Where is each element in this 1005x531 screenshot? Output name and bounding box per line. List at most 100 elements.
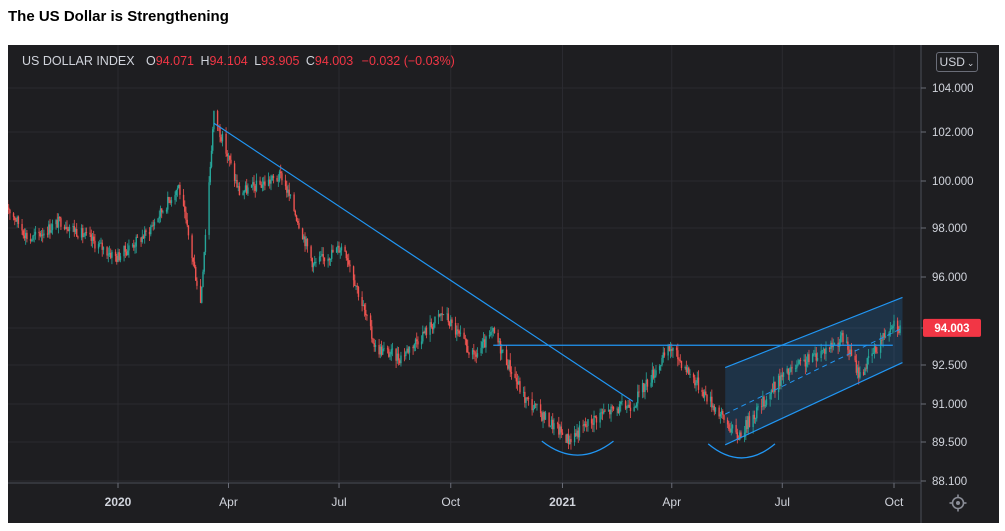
candle-body [859,372,861,378]
candle-body [814,353,816,355]
candle-body [230,159,232,164]
candle-body [498,341,501,343]
candle-body [527,398,530,400]
candle-body [476,353,479,357]
candle-body [771,390,774,393]
candle-body [600,412,603,414]
candle-body [83,235,85,237]
candle-body [595,416,598,423]
candle-body [442,314,445,316]
candle-body [293,194,295,212]
candle-body [357,286,360,297]
candle-body [335,247,338,253]
candle-body [797,363,799,365]
candle-body [516,381,519,385]
candle-body [378,344,380,355]
y-tick-label: 102.000 [932,127,974,139]
candle-body [550,419,553,426]
candle-body [196,280,198,286]
candle-body [345,251,348,259]
candle-body [238,186,241,196]
candle-body [422,332,424,342]
candle-body [694,377,696,386]
candle-body [828,347,831,349]
candle-body [451,319,453,323]
candle-body [193,261,196,267]
candle-body [125,251,128,256]
candle-body [599,412,601,423]
candle-body [354,280,356,286]
candle-body [786,368,788,373]
price-chart[interactable]: 104.000102.000100.00098.00096.00094.0009… [8,45,999,523]
candle-body [389,354,391,357]
symbol-name: US DOLLAR INDEX [22,54,135,68]
candle-body [101,242,103,250]
candle-body [590,419,593,424]
candle-body [9,209,11,214]
candle-body [567,434,570,445]
candle-body [604,410,606,412]
candle-body [124,245,126,252]
candle-body [12,213,15,217]
x-tick-label: Jul [775,495,790,509]
candle-body [558,424,560,435]
candle-body [654,375,656,378]
candle-body [679,360,681,362]
candle-body [38,231,40,234]
downtrend-line[interactable] [213,122,634,402]
candle-body [344,246,346,252]
channel-lower-line[interactable] [724,361,903,446]
candle-body [824,348,826,354]
chart-panel[interactable]: 104.000102.000100.00098.00096.00094.0009… [8,45,999,523]
channel-fill[interactable] [725,297,903,445]
candle-body [14,216,16,221]
candle-body [60,218,62,227]
candle-body [391,348,394,350]
candle-body [849,349,851,355]
x-tick-label: Oct [441,495,460,509]
bottom-arc[interactable] [541,440,614,456]
channel-mid-line[interactable] [724,327,903,415]
channel-upper-line[interactable] [724,296,903,369]
candle-body [158,216,160,219]
candle-body [49,224,51,233]
candle-body [584,423,587,426]
candle-body [570,439,572,443]
candle-body [658,366,661,371]
candle-body [145,230,147,232]
candle-body [612,406,615,410]
candle-body [186,219,188,226]
candle-body [696,377,698,383]
candle-body [446,313,448,315]
y-tick-label: 104.000 [932,83,974,95]
candle-body [456,329,458,335]
candle-body [220,137,222,142]
candle-body [65,226,67,229]
candle-body [195,266,197,281]
currency-dropdown-button[interactable]: USD ⌄ [936,52,978,72]
candle-body [295,215,298,221]
candle-body [159,208,162,217]
candle-body [508,360,510,369]
candle-body [760,406,763,408]
candle-body [549,425,552,427]
candle-body [413,344,416,349]
bottom-arc[interactable] [707,443,776,459]
candle-body [575,433,577,436]
candle-body [731,424,734,429]
candle-body [255,180,258,191]
candle-body [102,247,105,250]
candle-body [366,315,368,316]
candle-body [8,207,10,210]
candle-body [718,407,720,417]
candle-body [119,256,122,261]
candle-body [458,330,460,334]
candle-body [100,242,102,244]
candle-body [702,391,705,398]
candle-body [685,367,688,373]
candle-body [753,414,756,420]
candle-body [752,414,754,427]
high-label: H [200,54,210,68]
candle-body [808,354,810,363]
gear-icon[interactable] [949,494,967,512]
